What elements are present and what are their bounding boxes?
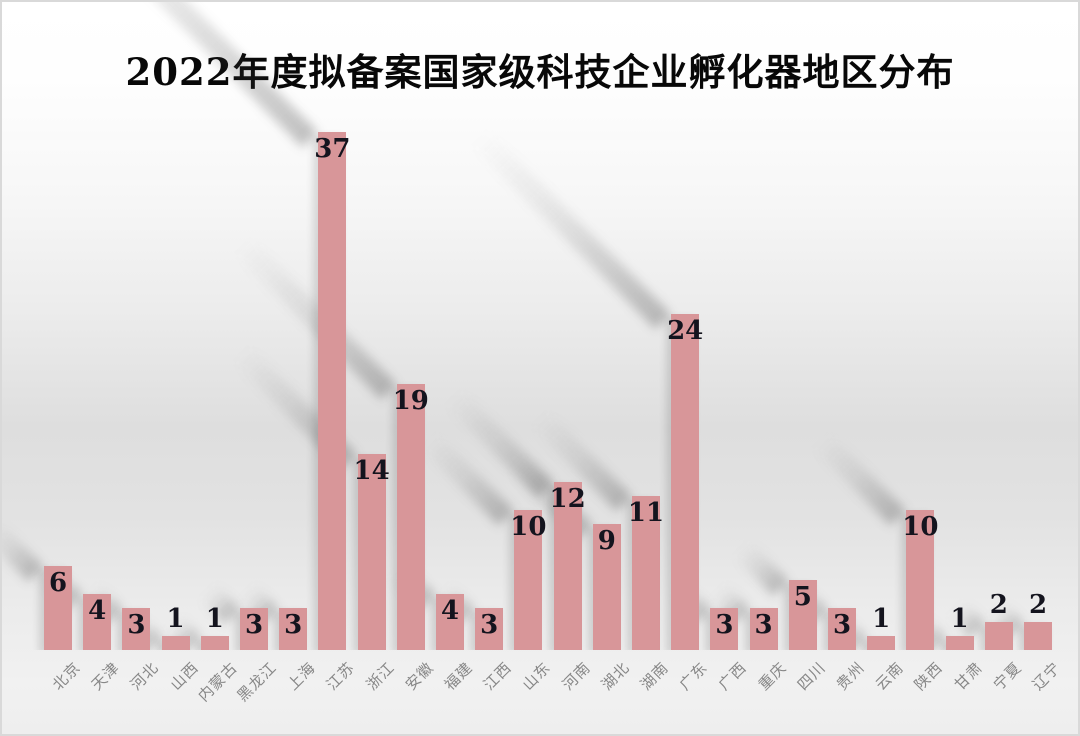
bar-value-label: 2 [1028,590,1048,620]
bar [867,636,896,650]
x-axis-label: 江苏 [323,658,359,694]
x-axis-label: 广西 [715,658,751,694]
bar [710,608,739,650]
bar-value-label: 19 [392,386,429,416]
bar [553,482,582,650]
bar [592,524,621,650]
bar-value-label: 3 [480,610,499,640]
bar-cast-shadow [796,415,907,526]
bar-value-label: 3 [127,610,146,640]
bar-value-label: 1 [950,604,969,634]
x-axis-label: 云南 [871,658,908,694]
x-axis-label: 广东 [675,658,712,694]
x-axis-label: 贵州 [832,658,869,694]
x-axis-label: 上海 [283,658,320,694]
bar [200,636,229,650]
bar [906,510,935,650]
bar-value-label: 24 [667,316,704,346]
bar-cast-shadow [726,532,789,596]
bar-cast-shadow [202,205,397,400]
bar-value-label: 2 [989,590,1008,620]
bar [357,454,386,650]
bar-cast-shadow [2,2,319,148]
bar-value-label: 14 [353,456,390,486]
x-axis-label: 内蒙古 [194,658,241,706]
bar-value-label: 10 [902,512,939,542]
x-axis-label: 湖南 [636,658,673,694]
bar [1024,622,1052,650]
x-axis-label: 黑龙江 [233,658,281,706]
bar-value-label: 3 [244,610,264,640]
bar-value-label: 3 [832,610,852,640]
x-axis-label: 宁夏 [989,658,1025,694]
bar-value-label: 37 [314,134,351,164]
bar-value-label: 3 [715,610,734,640]
bar [984,622,1013,650]
bar [749,608,778,650]
bar [945,636,974,650]
x-axis-label: 福建 [440,658,477,694]
x-axis-label: 天津 [87,658,124,694]
x-axis-label: 江西 [479,658,516,694]
bar-value-label: 4 [88,596,107,626]
chart-title: 2022年度拟备案国家级科技企业孵化器地区分布 [125,50,955,94]
bar [475,608,504,650]
bar [514,510,543,650]
x-axis-label: 甘肃 [950,658,986,694]
x-axis-label: 重庆 [754,658,790,694]
bar-value-label: 12 [549,484,586,514]
x-axis-label: 河北 [127,658,163,694]
bar-value-label: 4 [440,596,460,626]
bar-cast-shadow [429,88,672,330]
x-axis-label: 北京 [48,658,85,694]
bar-value-label: 1 [205,604,224,634]
bar-value-label: 3 [754,610,773,640]
bar [632,496,660,650]
bar [161,636,190,650]
bar-value-label: 11 [627,498,665,528]
x-axis-label: 辽宁 [1028,658,1065,694]
x-axis-label: 四川 [793,658,829,694]
plot-area: 6 4 3 1 1 3 3 37 14 19 4 3 10 12 9 11 24 3 3 5 3 1 10 1 2 2 [2,2,1078,650]
bar [788,580,817,650]
bar-value-label: 5 [793,582,812,612]
bar [671,314,700,650]
bar [122,608,151,650]
bar-value-label: 3 [284,610,303,640]
bar [828,608,856,650]
bar [279,608,308,650]
bar [44,566,72,650]
bar [318,132,347,650]
bar-value-label: 9 [597,526,616,556]
x-axis-label: 湖北 [597,658,633,694]
x-axis: 北京 天津 河北 山西 内蒙古 黑龙江 上海 江苏 浙江 安徽 福建 江西 山东 河南 湖北 湖南 广东 广西 重庆… [2,650,1078,734]
bar-value-label: 1 [872,604,891,634]
x-axis-label: 山东 [519,658,555,694]
x-axis-label: 浙江 [362,658,398,694]
bar-value-label: 6 [48,568,68,598]
bar-value-label: 1 [166,604,185,634]
bar [83,594,112,650]
bar [396,384,425,650]
x-axis-label: 安徽 [401,658,437,694]
bar [436,594,464,650]
x-axis-label: 河南 [558,658,594,694]
bar-value-label: 10 [510,512,547,542]
bar [240,608,268,650]
x-axis-label: 陕西 [911,658,947,694]
